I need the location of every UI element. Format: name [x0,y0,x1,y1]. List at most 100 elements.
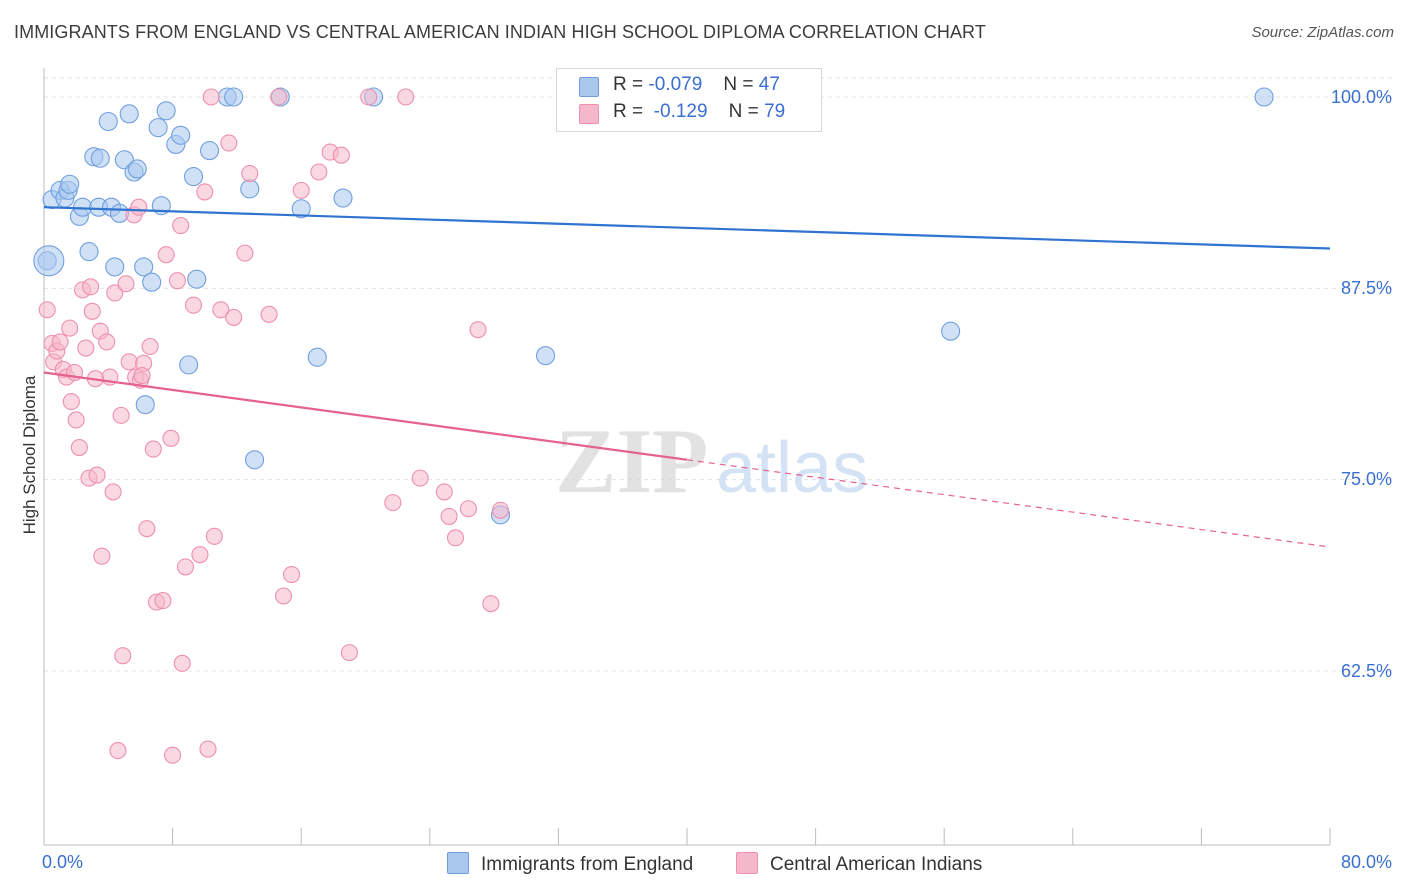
central-american-point [173,654,191,672]
legend-swatch-central-american [579,104,599,124]
watermark-zip: ZIP [555,410,708,512]
england-point [179,355,199,375]
central-american-point [51,333,69,351]
central-american-point [196,183,214,201]
central-american-point [212,301,230,319]
central-american-point [114,647,132,665]
n-value-central-american: 79 [764,101,786,122]
watermark-atlas: atlas [716,428,868,508]
central-american-point [130,198,148,216]
central-american-point [260,305,278,323]
central-american-point [491,501,510,519]
central-american-point [332,146,350,164]
legend-label-central-american: Central American Indians [770,854,983,875]
legend-item-england: Immigrants from England [447,852,693,876]
central-american-point [98,333,116,351]
england-point [200,141,220,161]
central-american-point [117,275,135,293]
england-point [148,118,168,138]
central-american-point [199,740,217,758]
central-american-point [469,321,487,339]
central-american-point [435,483,453,501]
central-american-trend-line-extension [686,459,1331,548]
central-american-point [168,272,186,290]
england-point [134,257,154,277]
england-point [142,272,162,292]
central-american-point [104,483,122,501]
england-point [135,395,155,415]
legend-item-central-american: Central American Indians [736,852,982,876]
y-tick-label: 75.0% [1340,469,1392,489]
england-point [307,347,327,367]
central-american-point [109,742,127,760]
england-point [79,242,99,262]
legend-swatch-england [447,852,469,874]
central-american-point [138,520,156,538]
correlation-legend: R = -0.079 N = 47 R = -0.129 N = 79 [556,68,822,132]
r-label: R = [613,101,644,122]
england-point [291,199,311,219]
central-american-point [482,595,500,613]
legend-row-england: R = -0.079 N = 47 [579,74,780,100]
n-label: N = [728,101,759,122]
central-american-point [83,302,101,320]
central-american-point [120,353,138,371]
central-american-point [283,566,301,584]
central-american-point [384,494,402,512]
england-point [240,179,260,199]
central-american-point [88,466,106,484]
central-american-point [70,438,88,457]
central-american-point [157,246,175,264]
central-american-point [202,88,220,106]
england-point [333,188,353,208]
england-point [171,125,191,145]
central-american-point [106,284,124,302]
chart-title: IMMIGRANTS FROM ENGLAND VS CENTRAL AMERI… [14,22,986,42]
legend-swatch-england [579,77,599,97]
central-american-point [292,181,310,199]
x-tick-label: 80.0% [1340,852,1392,872]
england-point [98,111,118,132]
central-american-point [225,308,243,326]
n-label: N = [723,74,754,95]
central-american-point [67,411,85,429]
central-american-point [77,339,95,357]
central-american-point [241,164,259,183]
england-trend-line [43,206,1331,250]
england-point [119,104,139,124]
england-point [183,167,204,187]
central-american-point [270,88,288,106]
central-american-point [459,500,477,518]
central-american-point [38,301,56,319]
england-point [90,148,110,168]
central-american-point [397,88,415,106]
central-american-point [61,319,79,337]
r-value-central-american: -0.129 [653,101,708,122]
central-american-point [112,406,130,424]
england-point [245,450,265,470]
england-point [156,101,176,121]
legend-swatch-central-american [736,852,758,874]
central-american-point [133,367,151,385]
central-american-point [82,278,100,296]
central-american-point [176,558,195,576]
central-american-point [164,746,182,764]
legend-label-england: Immigrants from England [481,854,694,875]
central-american-point [220,134,238,152]
england-point [224,87,244,107]
central-american-point [144,440,162,458]
england-point [187,269,207,289]
central-american-point [162,429,180,447]
england-point [105,257,125,277]
england-point [535,346,556,366]
england-point [33,245,65,277]
central-american-point [446,529,465,547]
central-american-point [184,296,203,314]
central-american-point [310,163,328,181]
central-american-point [93,547,111,565]
england-point [941,321,961,341]
r-label: R = [613,74,644,95]
central-american-point [191,546,209,564]
central-american-point [360,88,378,106]
